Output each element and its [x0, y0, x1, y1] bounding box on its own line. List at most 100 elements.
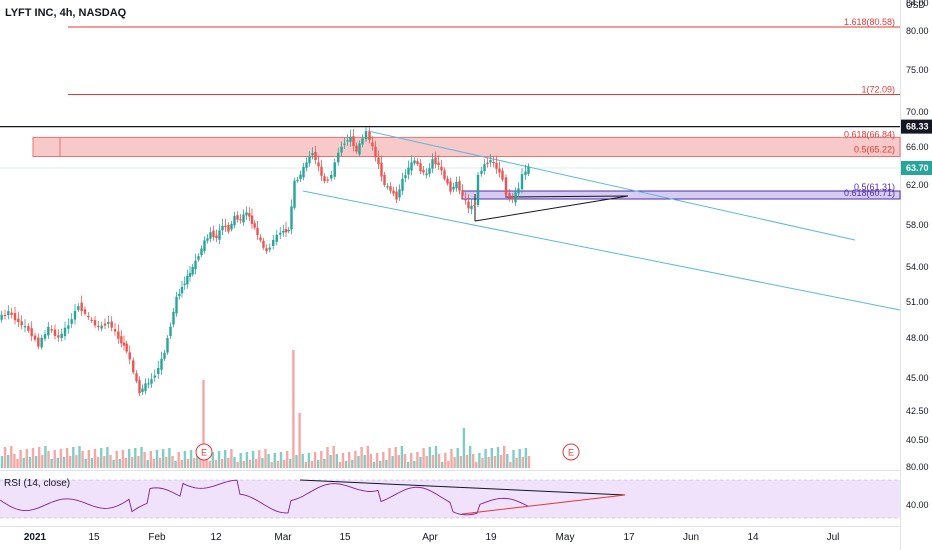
candle-body[interactable] — [374, 146, 377, 158]
triangle-upper-line[interactable] — [504, 195, 629, 198]
candle-body[interactable] — [128, 352, 131, 360]
candle-body[interactable] — [419, 163, 422, 172]
candle-body[interactable] — [524, 171, 527, 176]
candle-body[interactable] — [265, 248, 268, 252]
support-zone[interactable] — [461, 190, 901, 200]
candle-body[interactable] — [511, 198, 514, 200]
candle-body[interactable] — [527, 166, 530, 174]
candle-body[interactable] — [349, 136, 352, 142]
earnings-marker[interactable] — [195, 443, 213, 461]
candle-body[interactable] — [132, 360, 135, 373]
candle-body[interactable] — [311, 153, 314, 156]
candle-body[interactable] — [147, 383, 150, 385]
candle-body[interactable] — [188, 273, 192, 277]
candle-body[interactable] — [57, 335, 60, 338]
candle-body[interactable] — [284, 228, 288, 233]
candle-body[interactable] — [346, 140, 349, 142]
candle-body[interactable] — [326, 179, 329, 181]
candle-body[interactable] — [383, 175, 386, 185]
candle-body[interactable] — [200, 248, 203, 256]
resistance-zone[interactable] — [32, 136, 901, 157]
candle-body[interactable] — [135, 373, 138, 382]
candle-body[interactable] — [206, 238, 209, 241]
candle-body[interactable] — [67, 325, 70, 329]
candle-body[interactable] — [172, 311, 175, 325]
candle-body[interactable] — [293, 180, 296, 208]
candle-body[interactable] — [262, 240, 265, 248]
candle-body[interactable] — [122, 342, 126, 346]
candle-body[interactable] — [33, 335, 37, 340]
candle-body[interactable] — [392, 190, 395, 194]
candle-body[interactable] — [77, 306, 80, 310]
candle-body[interactable] — [446, 178, 449, 184]
candle-body[interactable] — [230, 223, 233, 230]
candle-body[interactable] — [279, 232, 282, 235]
candle-body[interactable] — [440, 166, 443, 171]
candle-body[interactable] — [290, 206, 293, 230]
candle-body[interactable] — [256, 228, 259, 235]
candle-body[interactable] — [13, 312, 17, 321]
candle-body[interactable] — [125, 343, 128, 352]
candle-body[interactable] — [186, 275, 189, 285]
candle-body[interactable] — [138, 380, 141, 394]
candle-body[interactable] — [340, 146, 343, 153]
candle-body[interactable] — [410, 162, 413, 171]
candle-body[interactable] — [492, 161, 495, 163]
candle-body[interactable] — [361, 138, 364, 145]
candle-body[interactable] — [314, 152, 317, 160]
candle-body[interactable] — [498, 168, 501, 173]
candle-body[interactable] — [218, 230, 221, 240]
candle-body[interactable] — [464, 198, 467, 201]
candle-body[interactable] — [80, 302, 83, 311]
candle-body[interactable] — [517, 188, 520, 194]
candle-body[interactable] — [275, 234, 278, 242]
candle-body[interactable] — [100, 325, 103, 329]
candle-body[interactable] — [386, 186, 389, 188]
candle-body[interactable] — [245, 212, 248, 216]
candle-body[interactable] — [227, 225, 230, 232]
candle-body[interactable] — [355, 145, 358, 152]
candle-body[interactable] — [166, 338, 169, 353]
candle-body[interactable] — [495, 162, 498, 169]
candle-body[interactable] — [37, 337, 40, 347]
candle-body[interactable] — [431, 159, 434, 169]
candle-body[interactable] — [10, 312, 13, 315]
candle-body[interactable] — [268, 247, 271, 250]
candle-body[interactable] — [425, 173, 428, 175]
candle-body[interactable] — [305, 162, 308, 168]
candle-body[interactable] — [458, 181, 461, 191]
candle-body[interactable] — [103, 323, 107, 326]
candle-body[interactable] — [343, 143, 346, 145]
candle-body[interactable] — [17, 318, 20, 322]
candle-body[interactable] — [398, 189, 401, 198]
candle-body[interactable] — [144, 383, 147, 391]
candle-body[interactable] — [239, 219, 242, 221]
candle-body[interactable] — [175, 296, 178, 314]
candle-body[interactable] — [437, 162, 440, 166]
candle-body[interactable] — [250, 215, 254, 224]
candle-body[interactable] — [302, 166, 305, 178]
candle-body[interactable] — [93, 320, 97, 326]
candle-body[interactable] — [113, 329, 117, 332]
candle-body[interactable] — [215, 235, 218, 239]
candle-body[interactable] — [194, 260, 197, 270]
candle-body[interactable] — [470, 205, 473, 210]
candle-body[interactable] — [157, 368, 160, 374]
candle-body[interactable] — [197, 256, 200, 260]
candle-body[interactable] — [368, 132, 371, 140]
candle-body[interactable] — [476, 175, 480, 205]
candle-body[interactable] — [97, 325, 100, 328]
candle-body[interactable] — [380, 162, 383, 177]
candle-body[interactable] — [504, 177, 508, 196]
candle-body[interactable] — [317, 162, 320, 167]
candle-body[interactable] — [489, 160, 492, 163]
candle-body[interactable] — [467, 201, 470, 209]
candle-body[interactable] — [221, 225, 224, 231]
candle-body[interactable] — [461, 190, 464, 196]
candle-body[interactable] — [236, 215, 239, 220]
candle-body[interactable] — [308, 156, 311, 164]
candle-body[interactable] — [473, 204, 476, 207]
candle-body[interactable] — [253, 223, 256, 228]
candle-body[interactable] — [110, 321, 113, 328]
candle-body[interactable] — [483, 164, 486, 172]
